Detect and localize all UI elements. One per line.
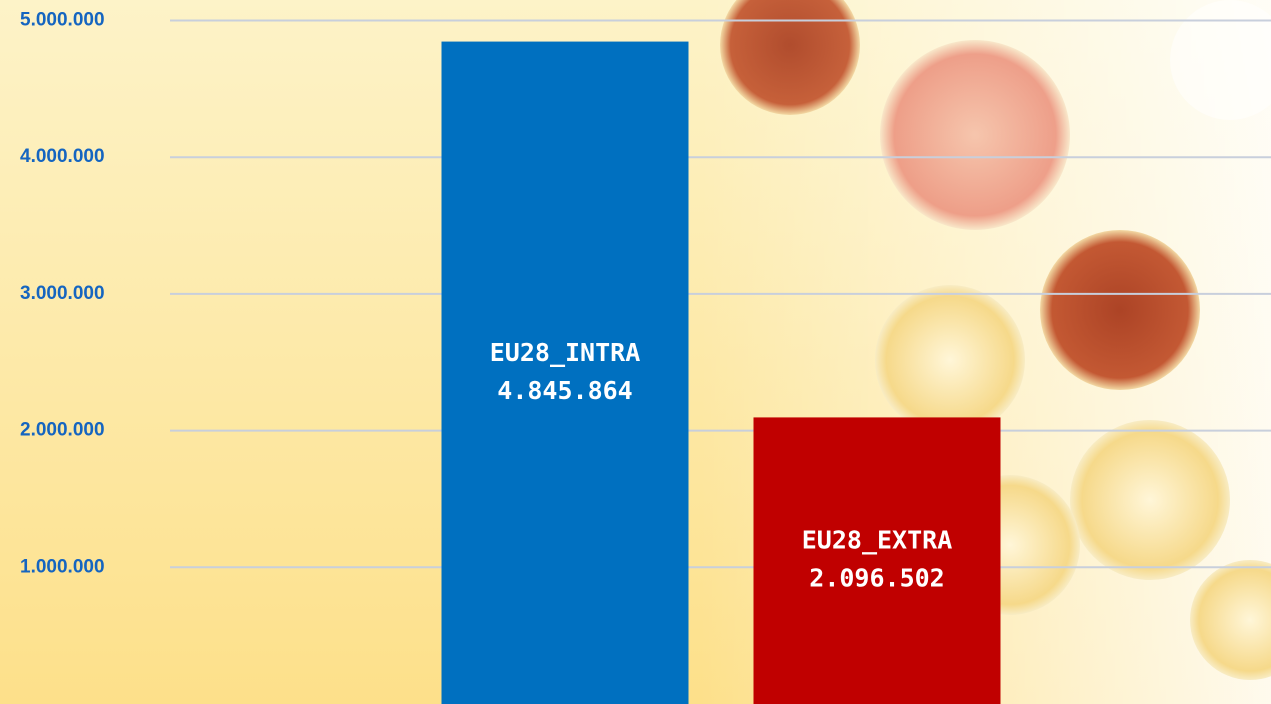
bar — [753, 417, 1001, 704]
bar-category-label: EU28_EXTRA — [802, 526, 953, 555]
y-tick-label: 1.000.000 — [20, 556, 105, 577]
y-tick-label: 2.000.000 — [20, 420, 105, 441]
y-tick-label: 5.000.000 — [20, 10, 105, 31]
bar — [441, 41, 689, 704]
bar-value-label: 4.845.864 — [497, 376, 632, 405]
y-tick-label: 3.000.000 — [20, 283, 105, 304]
y-tick-label: 4.000.000 — [20, 146, 105, 167]
bar-value-label: 2.096.502 — [809, 564, 944, 593]
bar-category-label: EU28_INTRA — [490, 338, 641, 367]
